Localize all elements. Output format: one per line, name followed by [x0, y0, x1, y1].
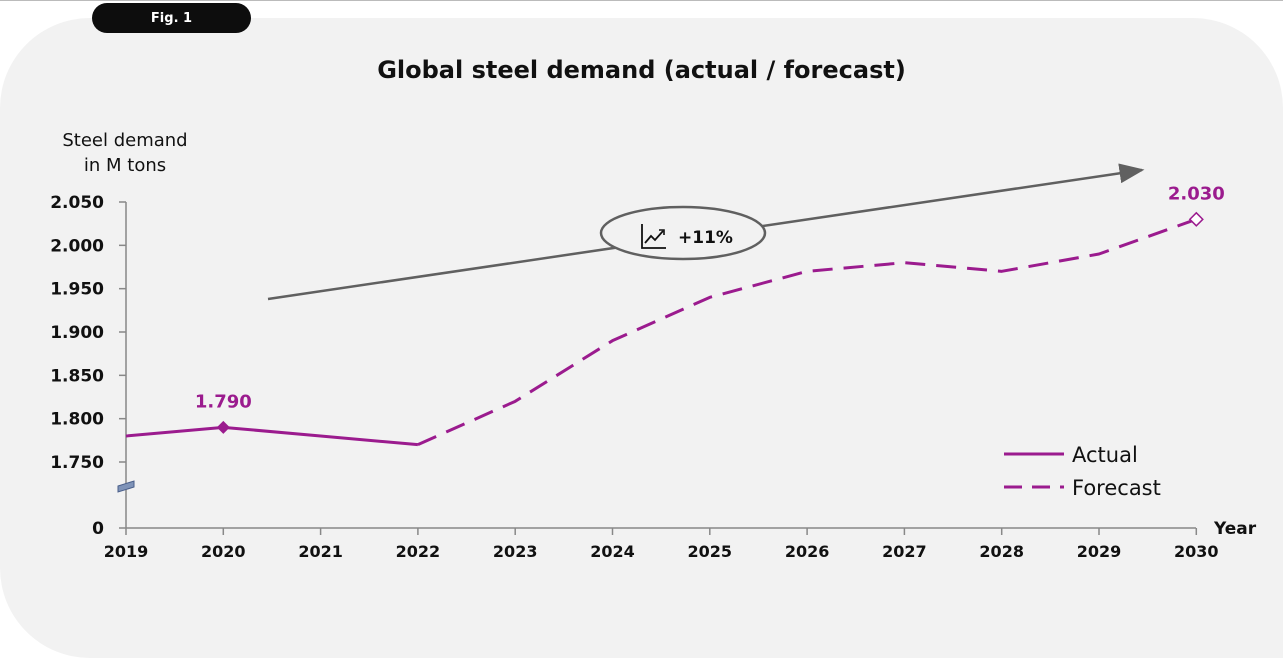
y-tick-label: 1.850 — [50, 366, 104, 386]
diamond-marker-open — [1190, 213, 1203, 226]
y-tick-label: 2.050 — [50, 193, 104, 213]
series-line-forecast — [418, 219, 1196, 444]
data-label: 2.030 — [1168, 183, 1225, 204]
data-label: 1.790 — [195, 391, 252, 412]
y-tick-label: 1.750 — [50, 453, 104, 473]
x-tick-label: 2026 — [785, 542, 830, 561]
x-tick-label: 2023 — [493, 542, 538, 561]
x-tick-label: 2019 — [104, 542, 149, 561]
x-tick-label: 2020 — [201, 542, 246, 561]
legend-label-actual: Actual — [1072, 443, 1138, 467]
x-tick-label: 2027 — [882, 542, 927, 561]
x-tick-labels: 2019 2020 2021 2022 2023 2024 2025 2026 2027 2028… — [104, 528, 1219, 561]
x-tick-label: 2022 — [396, 542, 441, 561]
series-line-actual — [126, 427, 418, 444]
x-tick-label: 2021 — [298, 542, 343, 561]
y-tick-label: 2.000 — [50, 236, 104, 256]
trend-label: +11% — [678, 228, 733, 248]
y-tick-label: 1.950 — [50, 280, 104, 300]
legend: Actual Forecast — [1004, 443, 1161, 500]
x-tick-label: 2030 — [1174, 542, 1219, 561]
x-tick-label: 2028 — [979, 542, 1024, 561]
x-tick-label: 2025 — [688, 542, 733, 561]
y-tick-labels: 0 1.750 1.800 1.850 1.900 1.950 2.000 2.050 — [50, 193, 126, 539]
y-tick-label: 1.900 — [50, 323, 104, 343]
line-chart: Year 0 1.750 1.800 1.850 1.900 1.950 2.000 2.05… — [0, 0, 1283, 640]
y-tick-label: 1.800 — [50, 410, 104, 430]
legend-label-forecast: Forecast — [1072, 476, 1161, 500]
diamond-marker — [217, 421, 230, 434]
y-tick-label: 0 — [92, 519, 104, 539]
x-tick-label: 2024 — [590, 542, 635, 561]
x-tick-label: 2029 — [1077, 542, 1122, 561]
x-axis-title: Year — [1213, 519, 1257, 539]
